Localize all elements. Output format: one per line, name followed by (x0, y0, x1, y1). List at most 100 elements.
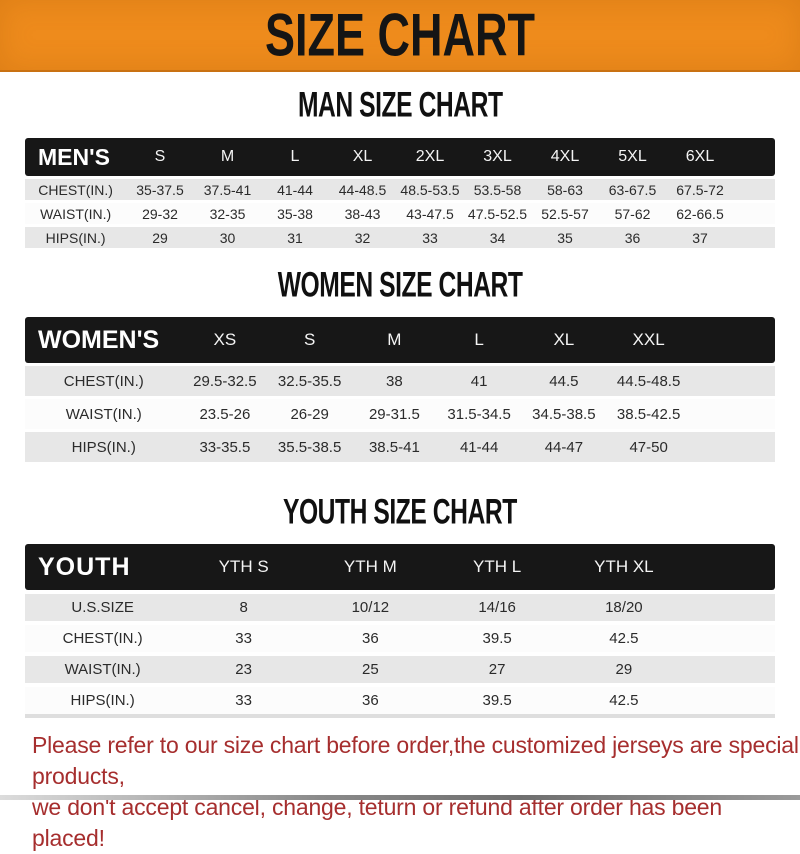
header-spacer (687, 544, 775, 590)
size-value: 33 (180, 683, 307, 714)
size-value: 27 (433, 652, 561, 683)
size-value: 34 (463, 224, 532, 248)
men-section-heading: MAN SIZE CHART (0, 85, 800, 124)
size-value: 29 (560, 652, 688, 683)
womens-size-table: WOMEN'S XS S M L XL XXL CHEST(IN.) 29.5-32.5 32.5… (25, 317, 775, 462)
size-value: 29 (126, 224, 194, 248)
size-value: 29-31.5 (352, 396, 437, 429)
size-value: 8 (180, 590, 307, 621)
youth-table-bottom-edge (25, 714, 775, 718)
size-value: 42.5 (560, 683, 688, 714)
youth-table: YOUTH YTH S YTH M YTH L YTH XL U.S.SIZE 8 10/12… (25, 544, 775, 714)
section-men: MAN SIZE CHART MEN'S S M L XL 2XL 3XL 4XL 5XL 6XL… (0, 72, 800, 248)
size-value: 39.5 (433, 683, 561, 714)
row-spacer (733, 200, 775, 224)
table-row: WAIST(IN.) 23 25 27 29 (25, 652, 775, 683)
section-women: WOMEN SIZE CHART WOMEN'S XS S M L XL XXL CHEST(… (0, 248, 800, 462)
size-column-header: XL (328, 138, 397, 176)
table-brand-label: YOUTH (25, 544, 181, 590)
row-spacer (691, 363, 775, 396)
size-column-header: 4XL (531, 138, 599, 176)
size-value: 33 (396, 224, 464, 248)
size-value: 35-38 (261, 200, 329, 224)
row-spacer (687, 621, 775, 652)
size-value: 67.5-72 (666, 176, 734, 200)
table-row: CHEST(IN.) 29.5-32.5 32.5-35.5 38 41 44.5 44.5… (25, 363, 775, 396)
section-youth: YOUTH SIZE CHART YOUTH YTH S YTH M YTH L YTH… (0, 462, 800, 718)
size-value: 23 (180, 652, 307, 683)
table-brand-label: MEN'S (25, 138, 127, 176)
size-value: 42.5 (560, 621, 688, 652)
size-value: 58-63 (531, 176, 599, 200)
row-label: CHEST(IN.) (25, 363, 183, 396)
table-row: HIPS(IN.) 33 36 39.5 42.5 (25, 683, 775, 714)
size-value: 47-50 (606, 429, 691, 462)
table-header-row: MEN'S S M L XL 2XL 3XL 4XL 5XL 6XL (25, 138, 775, 176)
row-label: WAIST(IN.) (25, 652, 181, 683)
size-value: 36 (307, 683, 434, 714)
size-column-header: YTH XL (560, 544, 688, 590)
size-value: 32.5-35.5 (267, 363, 352, 396)
header-spacer (691, 317, 775, 363)
size-value: 14/16 (433, 590, 561, 621)
table-row: WAIST(IN.) 29-32 32-35 35-38 38-43 43-47.5 47.… (25, 200, 775, 224)
row-label: CHEST(IN.) (25, 176, 127, 200)
table-row: WAIST(IN.) 23.5-26 26-29 29-31.5 31.5-34.5 34… (25, 396, 775, 429)
size-value: 32-35 (193, 200, 262, 224)
size-value: 62-66.5 (666, 200, 734, 224)
size-column-header: L (261, 138, 329, 176)
size-value: 33 (180, 621, 307, 652)
size-column-header: XXL (606, 317, 691, 363)
footnote-line-2: we don't accept cancel, change, teturn o… (32, 794, 722, 851)
table-brand-label: WOMEN'S (25, 317, 183, 363)
size-value: 38-43 (328, 200, 397, 224)
size-value: 23.5-26 (182, 396, 268, 429)
row-spacer (733, 224, 775, 248)
size-value: 38.5-41 (352, 429, 437, 462)
mens-size-table: MEN'S S M L XL 2XL 3XL 4XL 5XL 6XL CHEST(IN.) 35-37… (25, 138, 775, 248)
table-row: CHEST(IN.) 35-37.5 37.5-41 41-44 44-48.5 48.5… (25, 176, 775, 200)
table-header-row: YOUTH YTH S YTH M YTH L YTH XL (25, 544, 775, 590)
women-section-heading-text: WOMEN SIZE CHART (277, 265, 523, 304)
size-column-header: S (126, 138, 194, 176)
size-column-header: XL (521, 317, 607, 363)
row-spacer (687, 590, 775, 621)
size-value: 38 (352, 363, 437, 396)
table-row: HIPS(IN.) 33-35.5 35.5-38.5 38.5-41 41-44 44-… (25, 429, 775, 462)
footnote-line-1: Please refer to our size chart before or… (32, 732, 799, 789)
size-value: 29.5-32.5 (182, 363, 268, 396)
size-value: 34.5-38.5 (521, 396, 607, 429)
size-column-header: 2XL (396, 138, 464, 176)
size-value: 44-48.5 (328, 176, 397, 200)
header-spacer (733, 138, 775, 176)
size-value: 35 (531, 224, 599, 248)
size-column-header: S (267, 317, 352, 363)
row-spacer (687, 683, 775, 714)
size-value: 57-62 (598, 200, 667, 224)
size-value: 30 (193, 224, 262, 248)
size-value: 18/20 (560, 590, 688, 621)
footnote: Please refer to our size chart before or… (32, 730, 800, 854)
size-value: 41-44 (436, 429, 522, 462)
size-value: 44.5 (521, 363, 607, 396)
table-row: CHEST(IN.) 33 36 39.5 42.5 (25, 621, 775, 652)
row-label: HIPS(IN.) (25, 429, 183, 462)
page-title: SIZE CHART (265, 1, 535, 69)
table-row: U.S.SIZE 8 10/12 14/16 18/20 (25, 590, 775, 621)
row-label: HIPS(IN.) (25, 224, 127, 248)
size-column-header: XS (182, 317, 268, 363)
size-value: 63-67.5 (598, 176, 667, 200)
size-value: 44.5-48.5 (606, 363, 691, 396)
size-value: 31 (261, 224, 329, 248)
size-value: 41 (436, 363, 522, 396)
size-value: 53.5-58 (463, 176, 532, 200)
youth-section-heading: YOUTH SIZE CHART (0, 492, 800, 531)
banner: SIZE CHART (0, 0, 800, 72)
row-spacer (691, 396, 775, 429)
youth-section-heading-text: YOUTH SIZE CHART (283, 492, 517, 531)
row-spacer (691, 429, 775, 462)
size-value: 36 (598, 224, 667, 248)
size-column-header: 3XL (463, 138, 532, 176)
size-value: 52.5-57 (531, 200, 599, 224)
